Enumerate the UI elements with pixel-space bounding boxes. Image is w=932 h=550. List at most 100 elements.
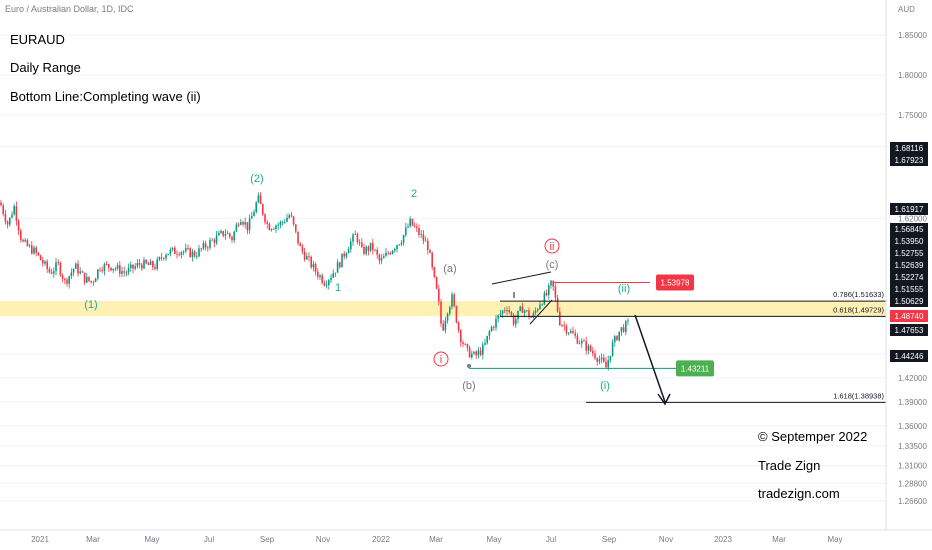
- candle-body: [0, 202, 2, 206]
- candle-body: [112, 268, 114, 271]
- candle-body: [246, 222, 249, 231]
- candle-body: [77, 263, 79, 274]
- candle-body: [187, 248, 189, 250]
- candle-body: [592, 351, 594, 354]
- candle-body: [103, 264, 106, 272]
- fib-level-labels: 0.786(1.51633) 0.618(1.49729) 1.618(1.3893…: [833, 290, 884, 400]
- time-tick-label: Sep: [260, 535, 275, 544]
- candle-body: [55, 262, 57, 272]
- candle-body: [127, 267, 130, 273]
- price-tag-text: 1.56845: [895, 225, 924, 234]
- wave-label: (ii): [618, 283, 630, 295]
- candle-body: [191, 251, 194, 258]
- wave-circle: [544, 238, 560, 254]
- candle-body: [154, 267, 156, 269]
- candle-body: [211, 239, 213, 241]
- candle-body: [387, 252, 389, 254]
- wave-b-dot: [467, 364, 471, 368]
- candle-body: [471, 353, 473, 358]
- candle-body: [367, 246, 370, 251]
- candle-body: [532, 312, 535, 318]
- candle-body: [163, 258, 165, 259]
- candle-body: [317, 271, 319, 277]
- candle-body: [44, 261, 46, 264]
- candle-body: [501, 310, 504, 314]
- candle-body: [114, 268, 117, 270]
- candle-body: [218, 232, 220, 236]
- candle-body: [583, 340, 585, 342]
- candle-body: [306, 256, 308, 260]
- candle-body: [556, 297, 559, 312]
- candle-body: [33, 247, 35, 254]
- candle-body: [266, 222, 268, 224]
- candle-body: [526, 310, 528, 312]
- time-tick-label: Sep: [602, 535, 617, 544]
- candle-body: [209, 240, 211, 248]
- price-tag-box: [890, 223, 928, 235]
- candle-body: [499, 313, 502, 316]
- candle-body: [2, 205, 4, 214]
- candle-body: [204, 243, 207, 248]
- currency-label: AUD: [898, 5, 915, 14]
- candle-body: [240, 222, 242, 225]
- candle-body: [363, 246, 365, 254]
- candle-body: [46, 261, 48, 269]
- candle-body: [422, 234, 425, 241]
- price-tag-box: [890, 247, 928, 259]
- candle-body: [495, 318, 497, 328]
- candle-body: [110, 267, 112, 271]
- candle-body: [220, 231, 222, 233]
- candle-body: [314, 264, 317, 272]
- candle-body: [244, 222, 246, 225]
- candle-body: [405, 227, 407, 236]
- candle-body: [180, 252, 183, 256]
- time-tick-label: Nov: [316, 535, 330, 544]
- candle-body: [121, 271, 123, 274]
- candle-body: [618, 331, 620, 341]
- candle-body: [341, 253, 343, 268]
- candle-body: [198, 248, 200, 257]
- candle-body: [455, 306, 458, 323]
- candle-body: [594, 353, 596, 359]
- candle-body: [559, 311, 561, 325]
- candle-body: [374, 249, 376, 251]
- candle-body: [372, 242, 374, 250]
- price-tick-label: 1.33500: [898, 442, 927, 451]
- candle-body: [345, 253, 348, 257]
- price-tick-label: 1.39000: [898, 398, 927, 407]
- candle-body: [444, 320, 447, 331]
- price-tag-box: [890, 283, 928, 295]
- candle-body: [59, 262, 62, 276]
- candle-body: [90, 280, 92, 283]
- candle-body: [37, 252, 40, 256]
- candle-body: [141, 264, 143, 269]
- candle-body: [11, 214, 13, 218]
- time-axis[interactable]: 2021 Mar May Jul Sep Nov 2022 Mar May Jul Sep Nov 20…: [31, 535, 842, 544]
- candle-body: [510, 312, 513, 316]
- candle-body: [292, 216, 295, 225]
- candle-body: [332, 273, 334, 278]
- callout-text: 1.43211: [681, 364, 710, 373]
- candle-body: [431, 252, 433, 268]
- price-tick-label: 1.62000: [898, 214, 927, 223]
- candle-body: [167, 253, 169, 255]
- candle-body: [508, 310, 510, 313]
- candle-body: [233, 231, 235, 241]
- wave-label: 1: [335, 282, 341, 294]
- candle-body: [248, 218, 251, 231]
- note-timeframe: Daily Range: [10, 60, 81, 75]
- candle-body: [207, 247, 209, 249]
- candles: [0, 191, 629, 371]
- candle-body: [26, 240, 29, 246]
- price-tag-box: [890, 203, 928, 215]
- candle-body: [196, 256, 198, 257]
- candle-body: [235, 224, 238, 232]
- candle-body: [365, 246, 367, 254]
- candle-body: [242, 222, 244, 225]
- candle-body: [259, 195, 262, 205]
- price-tag-text: 1.52639: [895, 261, 924, 270]
- candle-body: [572, 331, 574, 334]
- candle-body: [611, 342, 614, 356]
- candle-body: [460, 330, 462, 343]
